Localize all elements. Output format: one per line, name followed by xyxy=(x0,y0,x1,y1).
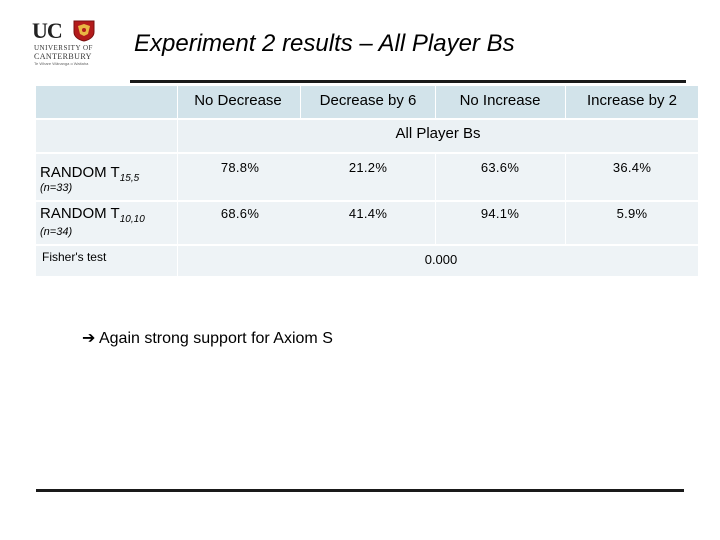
group-label: All Player Bs xyxy=(395,125,481,142)
crest-icon xyxy=(73,20,95,42)
logo-line-2: CANTERBURY xyxy=(34,52,92,61)
logo-line-1: UNIVERSITY OF xyxy=(34,44,93,52)
right-arrow-icon: ➔ xyxy=(82,330,99,347)
table-row xyxy=(36,202,698,244)
group-label-band xyxy=(36,120,698,152)
conclusion-note: ➔ Again strong support for Axiom S xyxy=(82,328,333,348)
logo-line-3: Te Whare Wānanga o Waitaha xyxy=(34,61,89,66)
fisher-test-label: Fisher's test xyxy=(42,250,107,264)
column-divider xyxy=(435,86,436,118)
table-row xyxy=(36,246,698,276)
column-divider xyxy=(300,86,301,118)
table-header-band xyxy=(36,86,698,118)
university-logo: UC UNIVERSITY OF CANTERBURY Te Whare Wān… xyxy=(28,18,100,66)
column-divider xyxy=(435,154,436,244)
column-divider xyxy=(177,86,178,276)
row-label-prefix: RANDOM T xyxy=(40,205,120,222)
logo-mark: UC xyxy=(32,18,63,43)
col-header-no-increase: No Increase xyxy=(459,92,541,109)
cell-value: 41.4% xyxy=(348,206,388,221)
cell-value: 5.9% xyxy=(616,206,648,221)
row-label-random-t10-10: RANDOM T10,10 xyxy=(40,205,145,225)
cell-value: 63.6% xyxy=(480,160,520,175)
row-label-subscript: 15,5 xyxy=(119,173,140,184)
slide-title: Experiment 2 results – All Player Bs xyxy=(134,30,515,57)
fisher-test-value: 0.000 xyxy=(424,252,458,267)
column-divider xyxy=(565,86,566,118)
cell-value: 94.1% xyxy=(480,206,520,221)
cell-value: 36.4% xyxy=(612,160,652,175)
col-header-increase-by-2: Increase by 2 xyxy=(586,92,678,109)
table-row xyxy=(36,154,698,200)
row-label-subscript: 10,10 xyxy=(119,214,145,225)
conclusion-text: Again strong support for Axiom S xyxy=(98,330,333,347)
column-divider xyxy=(565,154,566,244)
cell-value: 68.6% xyxy=(220,206,260,221)
col-header-no-decrease: No Decrease xyxy=(194,92,282,109)
row-sample-size: (n=34) xyxy=(40,226,73,238)
cell-value: 21.2% xyxy=(348,160,388,175)
row-label-prefix: RANDOM T xyxy=(40,164,120,181)
bottom-rule xyxy=(36,489,684,492)
row-sample-size: (n=33) xyxy=(40,182,73,194)
row-label-random-t15-5: RANDOM T15,5 xyxy=(40,164,139,184)
title-rule xyxy=(130,80,686,83)
cell-value: 78.8% xyxy=(220,160,260,175)
col-header-decrease-by-6: Decrease by 6 xyxy=(319,92,417,109)
